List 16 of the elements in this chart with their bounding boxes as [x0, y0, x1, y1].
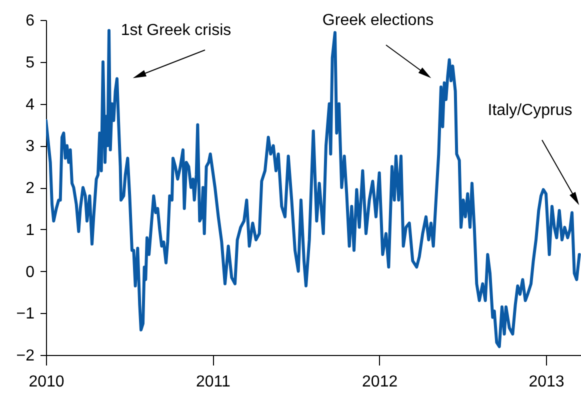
- y-tick-label: 0: [26, 264, 35, 281]
- annotation: 1st Greek crisis: [120, 22, 232, 39]
- x-tick-label: 2011: [196, 374, 230, 390]
- annotation: Italy/Cyprus: [488, 102, 572, 119]
- y-tick-label: −2: [16, 348, 35, 364]
- y-tick-label: 3: [26, 138, 35, 156]
- x-tick-label: 2012: [362, 374, 398, 390]
- y-tick-label: 5: [26, 54, 35, 72]
- y-tick-label: 4: [26, 96, 35, 114]
- x-tick-label: 2010: [28, 374, 64, 390]
- y-tick-label: 1: [26, 222, 35, 239]
- annotation: Greek elections: [322, 12, 434, 29]
- y-tick-label: −1: [16, 306, 35, 323]
- x-tick-label: 2013: [528, 374, 564, 390]
- y-tick-label: 2: [26, 180, 35, 197]
- y-tick-label: 6: [26, 12, 35, 30]
